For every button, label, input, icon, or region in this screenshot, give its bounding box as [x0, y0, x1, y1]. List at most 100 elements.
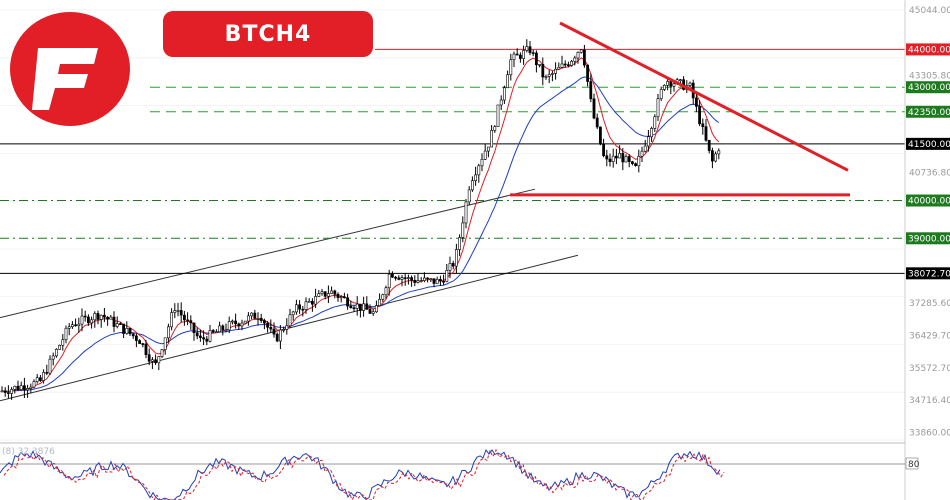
candle-body [717, 150, 721, 155]
candle-body [90, 319, 94, 324]
level-label: 44000.00 [908, 45, 950, 55]
candle-body [61, 339, 65, 346]
price-tick-label: 36429.70 [909, 331, 950, 341]
candles [0, 39, 721, 400]
candle-body [573, 57, 577, 62]
candle-body [7, 392, 10, 394]
price-tick-label: 35572.70 [909, 364, 950, 374]
candle-body [528, 46, 532, 53]
candle-body [704, 126, 708, 141]
candle-body [291, 311, 295, 316]
candle-body [454, 249, 458, 267]
candle-body [106, 316, 110, 320]
candle-body [170, 312, 174, 328]
candle-body [141, 343, 145, 345]
candle-body [570, 60, 574, 66]
candle-body [701, 123, 705, 127]
candle-body [557, 67, 561, 70]
candle-body [643, 145, 647, 152]
candle-body [3, 390, 7, 393]
candle-body [592, 98, 596, 119]
candle-body [611, 155, 615, 162]
candle-body [666, 81, 670, 86]
candle-body [307, 301, 311, 303]
candle-body [467, 189, 471, 203]
candle-body [237, 323, 241, 327]
candle-body [496, 104, 500, 127]
candle-body [480, 158, 484, 167]
candle-body [378, 299, 382, 306]
candle-body [167, 326, 170, 339]
candle-body [614, 155, 618, 159]
level-label: 41500.00 [908, 140, 950, 150]
candle-body [282, 329, 286, 331]
candle-body [183, 314, 186, 321]
candle-body [135, 335, 138, 341]
candle-body [707, 139, 711, 151]
candle-body [518, 54, 522, 59]
oscillator-main-line [0, 448, 721, 500]
candle-body [714, 153, 718, 162]
candle-body [119, 323, 122, 325]
candle-body [87, 316, 90, 324]
candle-body [349, 305, 353, 309]
candle-body [426, 277, 430, 280]
candle-body [368, 309, 372, 314]
candle-body [29, 386, 33, 389]
candle-body [672, 83, 676, 87]
candle-body [247, 315, 250, 322]
candle-body [339, 296, 343, 299]
candle-body [285, 325, 289, 330]
candle-body [422, 277, 426, 281]
price-levels: 44000.00 43000.00 42350.00 41500.00 40000.00… [0, 43, 950, 280]
candle-body [656, 98, 660, 118]
candle-body [461, 222, 465, 238]
candle-body [240, 322, 244, 327]
candle-body [416, 280, 420, 283]
level-tag [906, 194, 950, 207]
level-label: 40000.00 [908, 197, 950, 207]
candle-body [32, 381, 36, 388]
price-tick-label: 43305.80 [909, 72, 950, 82]
candle-body [310, 301, 314, 305]
candle-body [554, 68, 558, 74]
candle-body [451, 263, 455, 267]
candle-body [525, 46, 529, 51]
candle-body [531, 52, 535, 54]
candle-body [278, 329, 282, 342]
level-tag [906, 267, 950, 280]
candle-body [54, 349, 58, 357]
candle-body [259, 317, 263, 321]
candle-body [227, 321, 231, 331]
level-label: 42350.00 [908, 108, 950, 118]
candle-body [262, 320, 266, 324]
candle-body [502, 87, 506, 101]
price-axis: 45044.00 43305.80 40736.80 37285.60 36429.70… [904, 0, 950, 500]
symbol-label: BTC [224, 21, 276, 47]
candle-body [19, 385, 23, 390]
candle-body [154, 359, 158, 364]
candle-body [544, 76, 548, 78]
candle-body [509, 59, 513, 76]
candle-body [522, 50, 526, 59]
candle-body [109, 316, 113, 320]
candle-body [608, 158, 612, 162]
price-tick-label: 34716.40 [909, 396, 950, 406]
price-tick-label: 37285.60 [909, 299, 950, 309]
candle-body [67, 326, 71, 329]
candle-body [362, 303, 366, 311]
candle-body [45, 372, 49, 374]
candle-body [627, 156, 631, 162]
candle-body [397, 277, 401, 280]
candle-body [58, 345, 62, 350]
candle-body [659, 89, 663, 99]
candle-body [35, 377, 39, 382]
candle-body [42, 372, 46, 381]
candle-body [26, 388, 30, 391]
oscillator-signal-line [3, 448, 725, 500]
trend-lines [510, 21, 850, 197]
candle-body [192, 322, 196, 334]
candle-body [371, 311, 375, 314]
candle-body [115, 323, 119, 327]
